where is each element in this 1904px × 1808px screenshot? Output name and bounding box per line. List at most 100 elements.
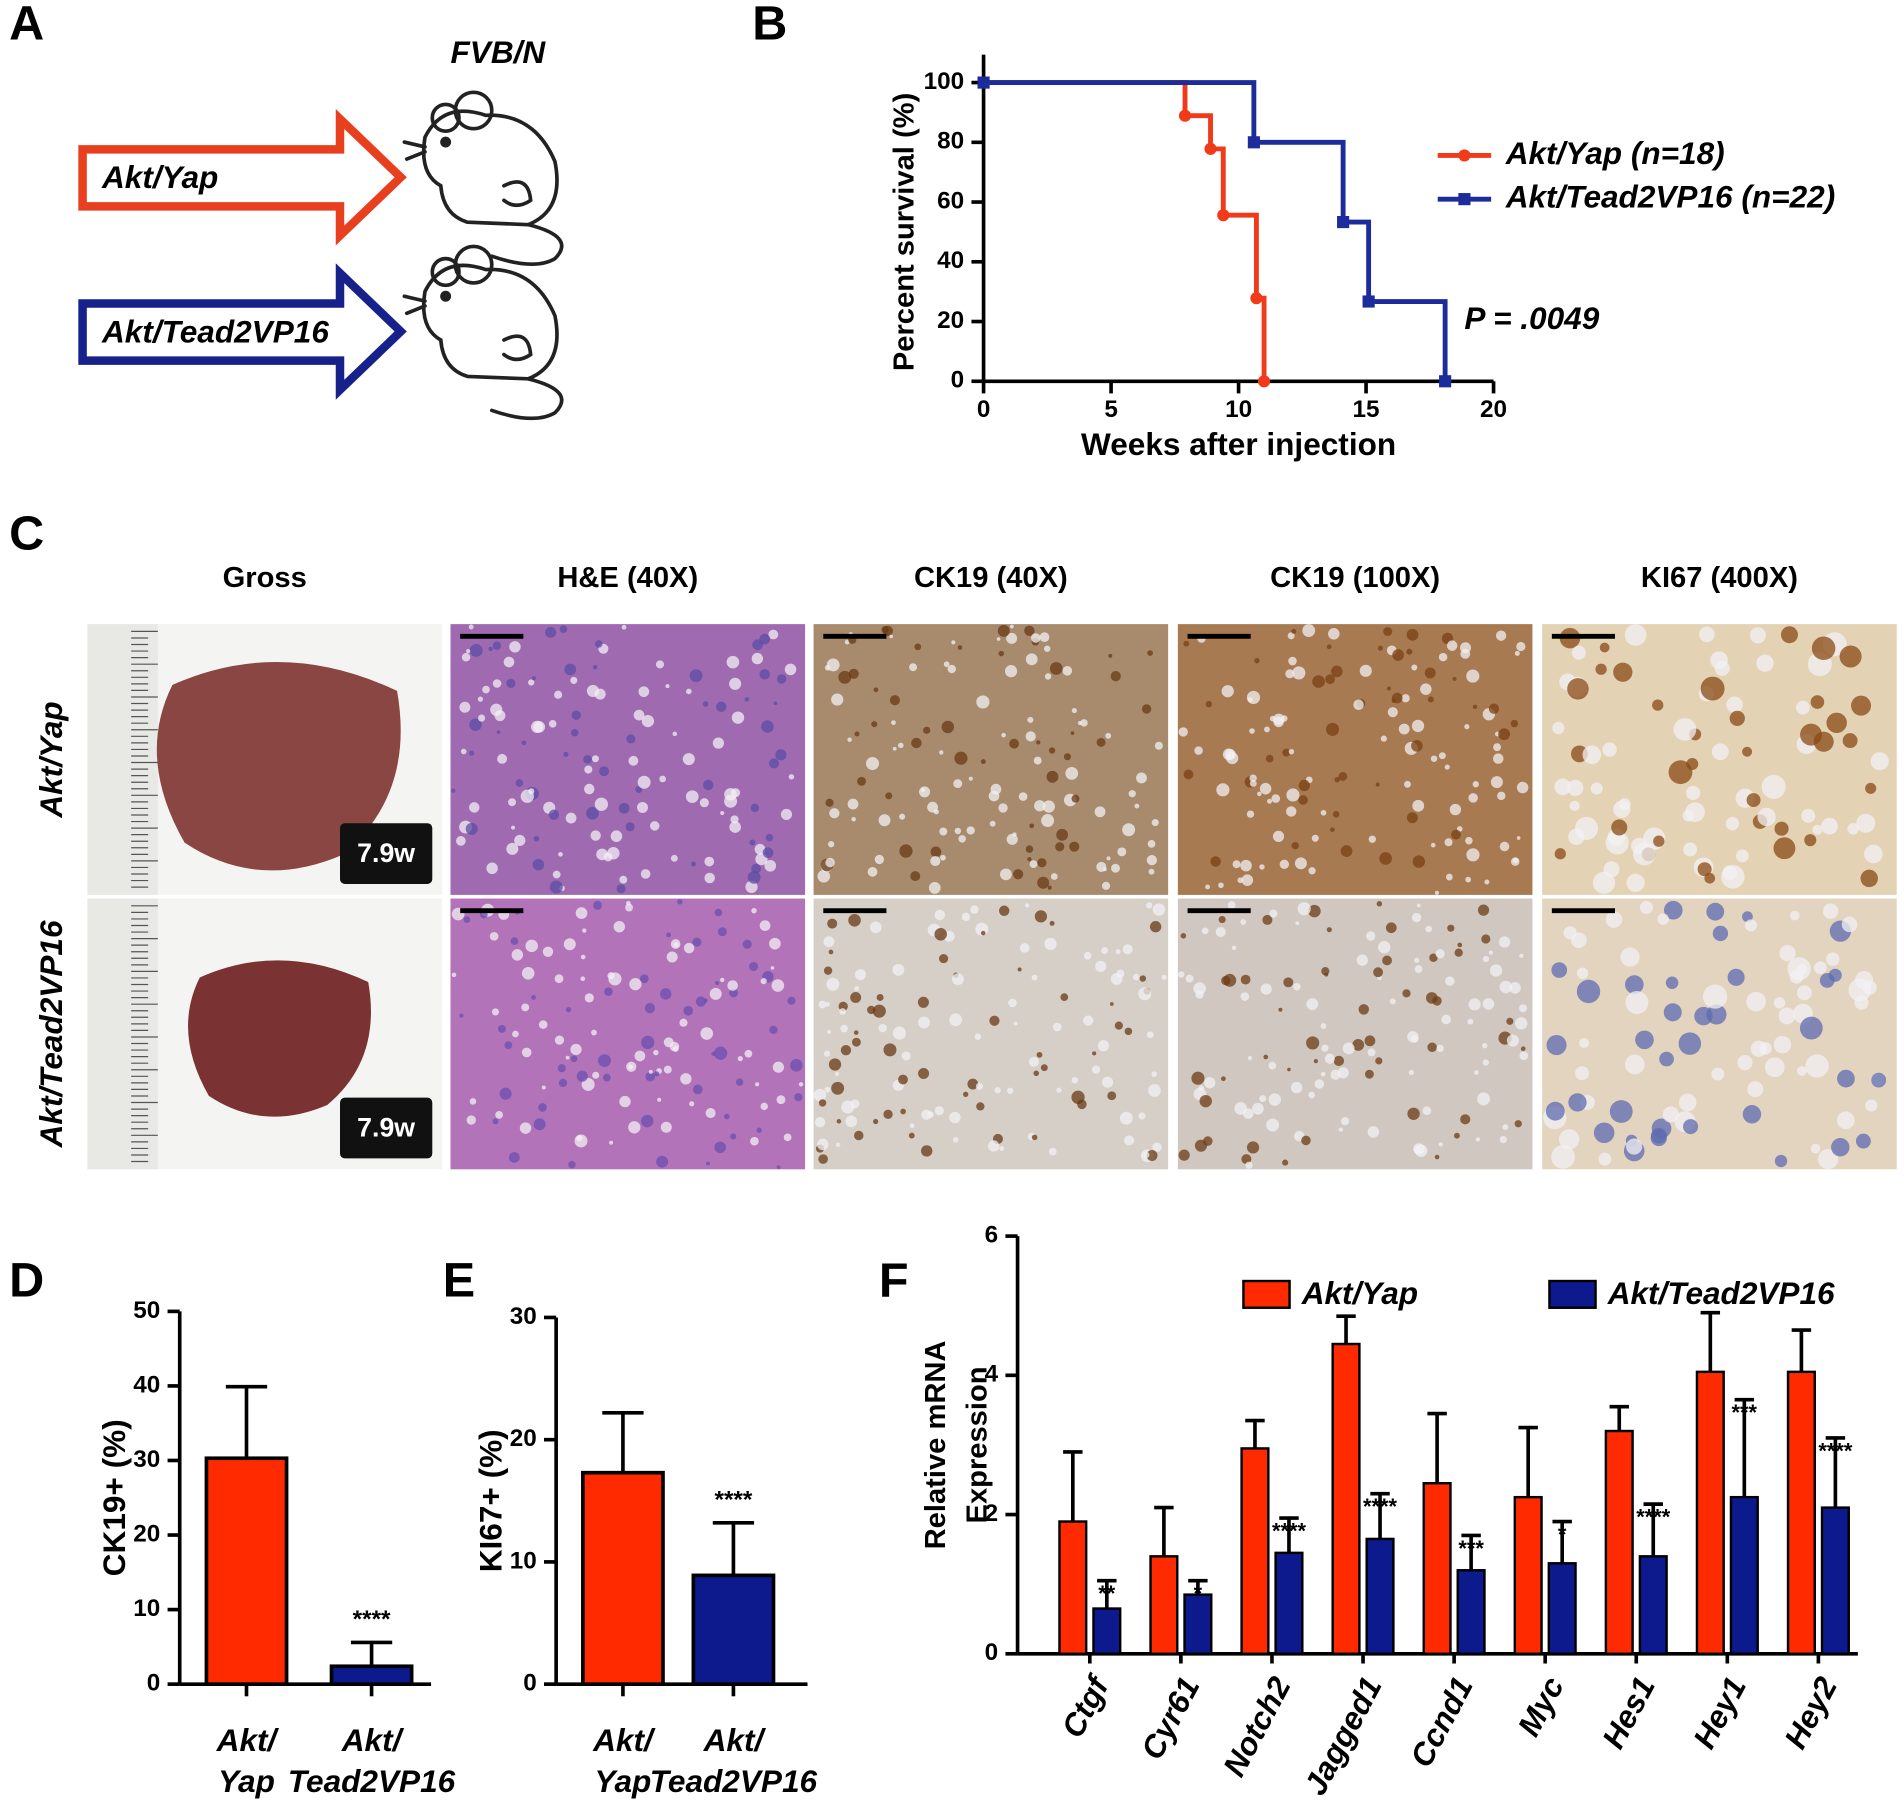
cell	[997, 624, 1010, 637]
cell	[1298, 779, 1310, 792]
micrograph: 7.9w	[87, 624, 442, 895]
cell	[1368, 835, 1376, 843]
cell	[645, 1071, 656, 1082]
cell	[1856, 813, 1876, 833]
cell	[1052, 1022, 1062, 1032]
cell	[1218, 882, 1224, 889]
mouse-icon	[402, 90, 564, 266]
cell	[784, 663, 797, 676]
cell	[1025, 731, 1036, 742]
cell	[663, 1065, 672, 1074]
cell	[744, 1049, 753, 1058]
cell	[1122, 823, 1136, 837]
cell	[451, 788, 456, 793]
cell	[1482, 1042, 1488, 1049]
cell	[1652, 699, 1664, 711]
marker	[1250, 292, 1263, 305]
cell	[1571, 645, 1586, 660]
cell	[1593, 1122, 1615, 1144]
cell	[974, 1033, 981, 1040]
cell	[1328, 628, 1340, 640]
bar	[1456, 1569, 1486, 1656]
error-bar	[1461, 1533, 1481, 1571]
cell	[533, 835, 540, 842]
cell	[1744, 919, 1757, 932]
cell	[1353, 699, 1364, 711]
cell	[910, 871, 921, 882]
cell	[656, 1155, 669, 1168]
cell	[1453, 1132, 1460, 1139]
error-bar	[1552, 1519, 1572, 1564]
cell	[1279, 859, 1290, 870]
cell	[705, 1107, 716, 1119]
y-tick-label: 30	[510, 1303, 537, 1330]
cell	[1114, 1021, 1123, 1030]
cell	[1613, 662, 1633, 682]
cell	[683, 942, 695, 954]
legend-label: Akt/Yap (n=18)	[1505, 135, 1725, 171]
cell	[1337, 1067, 1349, 1079]
cell	[653, 1049, 659, 1056]
x-tick-label: 0	[977, 396, 991, 423]
cell	[644, 1003, 655, 1014]
x-tick-label: Myc	[1510, 1670, 1571, 1742]
cell	[1138, 1112, 1146, 1120]
tissue-bg	[1177, 898, 1533, 1170]
x-tick-label: Hey1	[1686, 1671, 1753, 1755]
cell	[570, 1055, 578, 1063]
cell	[970, 905, 979, 914]
cell	[909, 1123, 915, 1129]
liver	[156, 661, 401, 871]
cell	[1262, 914, 1273, 925]
cell	[1635, 1030, 1654, 1050]
cell	[892, 963, 905, 976]
cell	[628, 1064, 634, 1070]
cell	[1499, 1135, 1507, 1144]
cell	[1404, 780, 1411, 788]
cell	[854, 969, 866, 981]
cell	[1340, 845, 1353, 857]
cell	[1180, 932, 1187, 939]
cell	[584, 993, 594, 1003]
cell	[823, 966, 833, 975]
cell	[497, 753, 508, 764]
cell	[1773, 997, 1786, 1009]
cell	[883, 1109, 893, 1119]
cell	[625, 900, 631, 906]
cell	[1499, 841, 1510, 852]
cell	[1425, 925, 1432, 933]
cell	[951, 640, 956, 645]
cell	[720, 810, 725, 816]
tissue-bg	[813, 624, 1169, 895]
cell	[878, 1023, 887, 1033]
cell	[1240, 919, 1247, 925]
cell	[1247, 697, 1253, 703]
cell	[729, 677, 742, 690]
cell	[1864, 844, 1883, 864]
cell	[1438, 652, 1448, 662]
cell	[638, 686, 650, 698]
cell	[780, 808, 793, 820]
error-bar	[1427, 1411, 1447, 1484]
cell	[682, 753, 695, 766]
cell	[1013, 1021, 1018, 1026]
cell	[1611, 819, 1628, 836]
cell	[854, 986, 860, 991]
y-tick-label: 0	[985, 1639, 999, 1666]
cell	[730, 1133, 737, 1140]
cell	[865, 757, 880, 771]
bar	[1604, 1429, 1634, 1656]
bar	[691, 1573, 776, 1686]
cell	[1185, 974, 1194, 983]
cell	[628, 755, 639, 766]
cell	[1008, 998, 1017, 1008]
cell	[1050, 873, 1058, 880]
cell	[817, 869, 831, 883]
cell	[1789, 910, 1800, 921]
cell	[672, 731, 678, 737]
cell	[1484, 879, 1490, 885]
cell	[1821, 817, 1838, 835]
cell	[460, 748, 467, 755]
cell	[618, 802, 630, 814]
cell	[702, 701, 709, 707]
